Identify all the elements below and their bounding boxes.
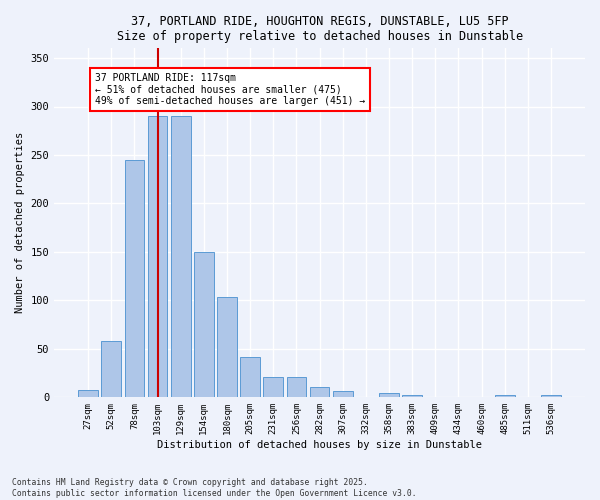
X-axis label: Distribution of detached houses by size in Dunstable: Distribution of detached houses by size … — [157, 440, 482, 450]
Bar — [403, 396, 422, 398]
Bar — [379, 394, 399, 398]
Text: 37 PORTLAND RIDE: 117sqm
← 51% of detached houses are smaller (475)
49% of semi-: 37 PORTLAND RIDE: 117sqm ← 51% of detach… — [95, 72, 365, 106]
Title: 37, PORTLAND RIDE, HOUGHTON REGIS, DUNSTABLE, LU5 5FP
Size of property relative : 37, PORTLAND RIDE, HOUGHTON REGIS, DUNST… — [116, 15, 523, 43]
Bar — [310, 386, 329, 398]
Bar — [101, 341, 121, 398]
Bar — [263, 377, 283, 398]
Y-axis label: Number of detached properties: Number of detached properties — [15, 132, 25, 314]
Bar — [287, 377, 306, 398]
Bar — [78, 390, 98, 398]
Bar — [148, 116, 167, 398]
Bar — [333, 390, 353, 398]
Bar — [217, 298, 237, 398]
Text: Contains HM Land Registry data © Crown copyright and database right 2025.
Contai: Contains HM Land Registry data © Crown c… — [12, 478, 416, 498]
Bar — [495, 396, 515, 398]
Bar — [541, 396, 561, 398]
Bar — [241, 356, 260, 398]
Bar — [171, 116, 191, 398]
Bar — [194, 252, 214, 398]
Bar — [125, 160, 144, 398]
